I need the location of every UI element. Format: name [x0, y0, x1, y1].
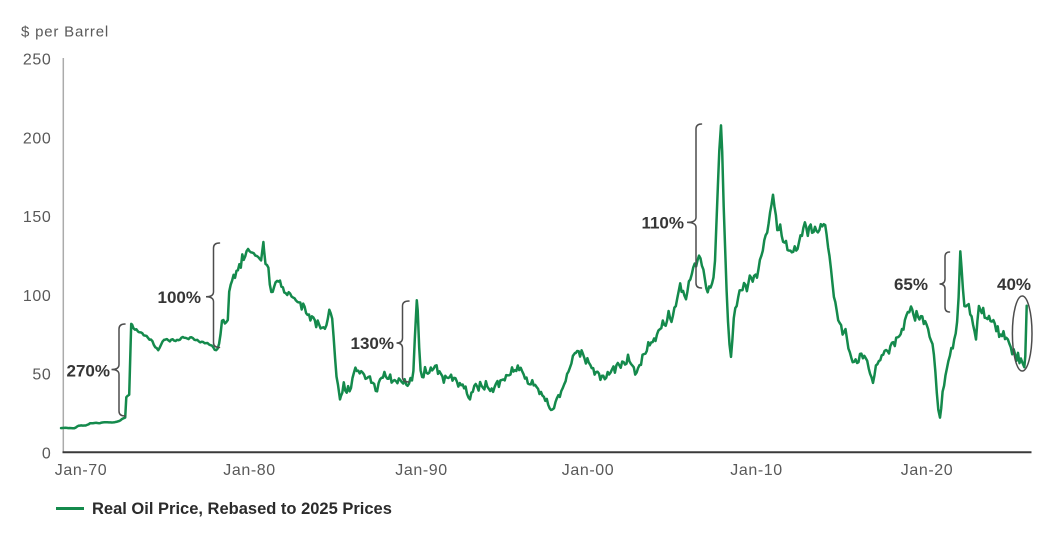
svg-text:Jan-00: Jan-00: [562, 462, 615, 479]
svg-text:Jan-80: Jan-80: [223, 462, 276, 479]
svg-text:50: 50: [32, 367, 51, 384]
svg-text:100: 100: [23, 288, 52, 305]
svg-text:Jan-10: Jan-10: [730, 462, 783, 479]
svg-text:150: 150: [23, 209, 52, 226]
svg-text:65%: 65%: [894, 275, 928, 294]
svg-text:200: 200: [23, 130, 52, 147]
svg-text:Jan-70: Jan-70: [55, 462, 108, 479]
svg-text:$ per Barrel: $ per Barrel: [21, 24, 109, 41]
svg-text:270%: 270%: [67, 361, 110, 380]
svg-text:250: 250: [23, 52, 52, 69]
svg-text:Jan-20: Jan-20: [901, 462, 954, 479]
svg-text:Jan-90: Jan-90: [395, 462, 448, 479]
svg-text:40%: 40%: [997, 275, 1031, 294]
svg-text:100%: 100%: [158, 288, 201, 307]
svg-text:110%: 110%: [641, 213, 684, 232]
svg-text:130%: 130%: [351, 334, 394, 353]
svg-text:0: 0: [42, 445, 52, 462]
svg-text:Real Oil Price, Rebased to 202: Real Oil Price, Rebased to 2025 Prices: [92, 500, 392, 518]
